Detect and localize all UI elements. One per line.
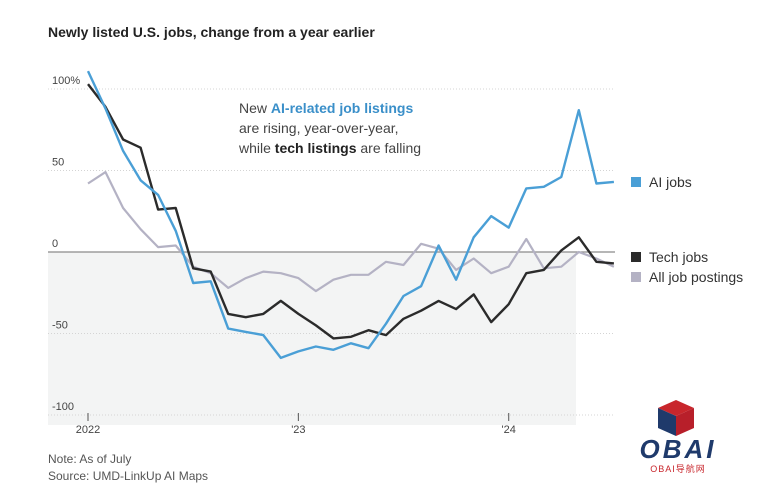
annotation-line3-prefix: while [239, 140, 275, 156]
legend-ai-swatch [631, 177, 641, 187]
obai-logo: OBAI OBAI导航网 [628, 398, 728, 478]
legend-ai-jobs: AI jobs [631, 174, 692, 190]
legend-tech-swatch [631, 252, 641, 262]
chart-title: Newly listed U.S. jobs, change from a ye… [48, 24, 375, 40]
cube-icon [658, 400, 694, 436]
annotation-line2: are rising, year-over-year, [239, 120, 399, 136]
series-line-ai [86, 70, 615, 360]
y-tick-label: 0 [52, 238, 58, 250]
legend-tech-label: Tech jobs [649, 249, 709, 265]
annotation-ai-highlight: AI-related job listings [270, 100, 414, 116]
negative-region [48, 252, 576, 425]
y-tick-label: -50 [52, 320, 68, 332]
annotation-tech-highlight: tech listings [274, 140, 357, 156]
legend-ai-label: AI jobs [649, 174, 692, 190]
annotation-line1-prefix: New [239, 100, 271, 116]
x-tick-label: 2022 [76, 424, 100, 436]
annotation-line3-suffix: are falling [356, 140, 422, 156]
legend-all-jobs: All job postings [631, 269, 743, 285]
logo-subtext: OBAI导航网 [650, 464, 706, 474]
x-tick-label: '23 [291, 424, 305, 436]
chart-annotation: New AI-related job listings are rising, … [239, 98, 421, 158]
legend-tech-jobs: Tech jobs [631, 249, 708, 265]
series-line-tech [87, 83, 615, 340]
series-line-all [87, 171, 615, 293]
legend-all-swatch [631, 272, 641, 282]
y-tick-label: 50 [52, 157, 64, 169]
x-tick-label: '24 [502, 424, 516, 436]
footer-source: Source: UMD-LinkUp AI Maps [48, 469, 209, 483]
footer-note: Note: As of July [48, 452, 132, 466]
legend-all-label: All job postings [649, 269, 744, 285]
logo-text: OBAI [639, 434, 717, 464]
y-tick-label: 100% [52, 75, 80, 87]
y-tick-label: -100 [52, 401, 74, 413]
